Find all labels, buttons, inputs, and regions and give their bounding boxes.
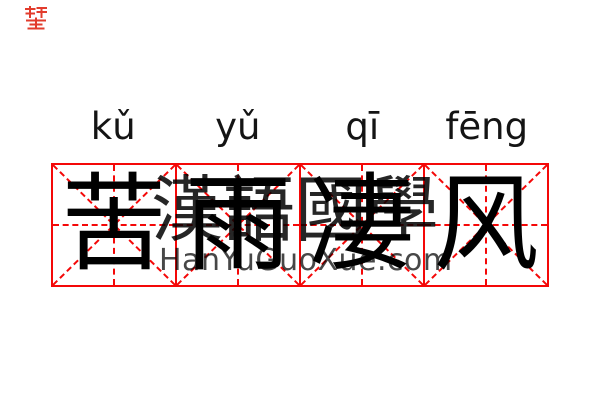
pinyin-row: kǔ yǔ qī fēng [51, 104, 549, 150]
grid-cell: 风 [423, 163, 548, 286]
grid-cell: 凄 [299, 163, 424, 286]
hanzi-character: 风 [433, 163, 539, 286]
pinyin-syllable: yǔ [215, 105, 261, 148]
grid-cell: 苦 [52, 163, 176, 286]
hanzi-character: 苦 [61, 163, 167, 286]
pinyin-syllable: kǔ [90, 105, 136, 148]
hanzi-character: 凄 [309, 163, 415, 286]
hanzi-character: 雨 [185, 163, 291, 286]
cell-horizontal-midline [301, 224, 423, 226]
watermark-url-text: HanYuGuoXue.com [159, 243, 453, 278]
grid-cell: 雨 [175, 163, 300, 286]
cell-horizontal-midline [177, 224, 299, 226]
watermark-cjk-text: 漢語國學 [151, 168, 440, 252]
pinyin-syllable: fēng [445, 105, 529, 148]
practice-grid: 苦 雨 凄 风 [51, 163, 549, 287]
cell-horizontal-midline [425, 224, 547, 226]
pinyin-syllable: qī [345, 105, 380, 148]
cell-horizontal-midline [53, 224, 175, 226]
site-seal-logo-icon [24, 6, 48, 30]
